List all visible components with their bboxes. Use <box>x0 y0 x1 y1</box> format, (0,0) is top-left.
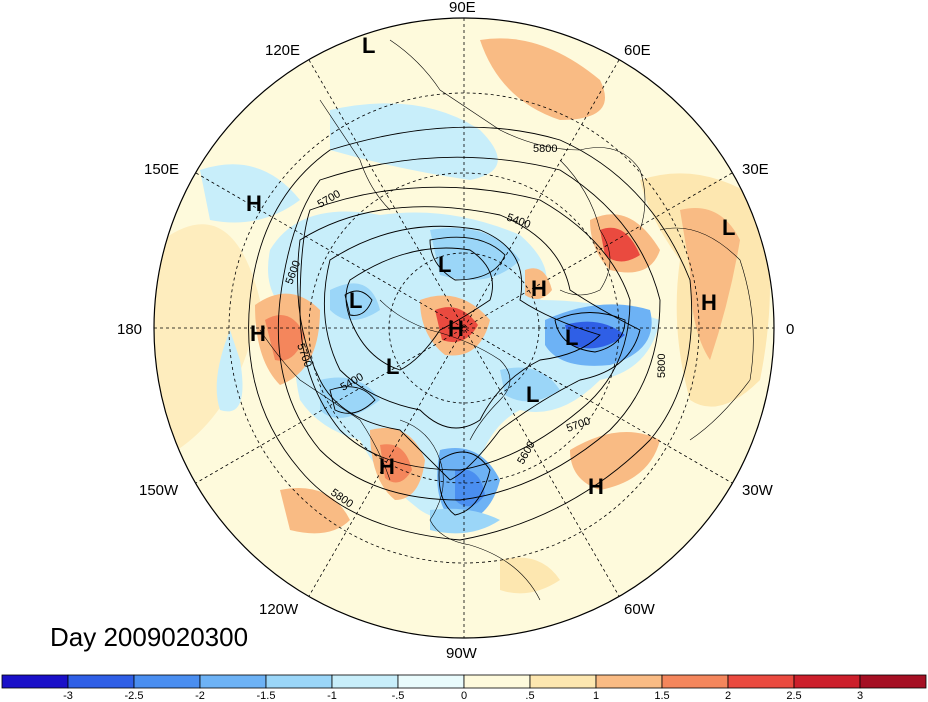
low-pressure-marker: L <box>349 288 362 313</box>
lon-label-120e: 120E <box>265 42 300 59</box>
lon-label-30w: 30W <box>742 482 774 499</box>
low-pressure-marker: L <box>386 354 399 379</box>
high-pressure-marker: H <box>246 191 262 216</box>
colorbar-boxes <box>1 674 927 689</box>
lon-label-180: 180 <box>117 321 142 338</box>
colorbar-tick-label: 1 <box>593 690 599 702</box>
lon-label-60e: 60E <box>624 42 651 59</box>
colorbar: -3 -2.5 -2 -1.5 -1 -.5 0 .5 1 1.5 2 2.5 3 <box>1 674 927 702</box>
lon-label-30e: 30E <box>742 161 769 178</box>
low-pressure-marker: L <box>362 33 375 58</box>
low-pressure-marker: L <box>438 252 451 277</box>
colorbar-box <box>727 674 795 689</box>
high-pressure-marker: H <box>448 316 464 341</box>
colorbar-box <box>529 674 597 689</box>
colorbar-tick-label: -3 <box>63 690 73 702</box>
colorbar-box <box>133 674 201 689</box>
high-pressure-marker: H <box>701 290 717 315</box>
lon-label-60w: 60W <box>624 601 656 618</box>
colorbar-tick-label: 1.5 <box>654 690 669 702</box>
colorbar-box <box>859 674 927 689</box>
colorbar-box <box>793 674 861 689</box>
colorbar-tick-label: 0 <box>461 690 467 702</box>
high-pressure-marker: H <box>379 454 395 479</box>
high-pressure-marker: H <box>250 321 266 346</box>
low-pressure-marker: L <box>565 325 578 350</box>
colorbar-tick-label: 2.5 <box>786 690 801 702</box>
colorbar-box <box>1 674 69 689</box>
graticule <box>154 18 774 638</box>
high-pressure-marker: H <box>531 276 547 301</box>
colorbar-box <box>265 674 333 689</box>
colorbar-box <box>199 674 267 689</box>
lon-label-0: 0 <box>786 321 794 338</box>
low-pressure-marker: L <box>526 382 539 407</box>
lon-label-150e: 150E <box>144 161 179 178</box>
contour-label: 5800 <box>656 354 668 378</box>
colorbar-box <box>463 674 531 689</box>
colorbar-tick-labels: -3 -2.5 -2 -1.5 -1 -.5 0 .5 1 1.5 2 2.5 3 <box>63 690 863 702</box>
high-pressure-marker: H <box>588 474 604 499</box>
colorbar-tick-label: 2 <box>725 690 731 702</box>
low-pressure-marker: L <box>722 215 735 240</box>
colorbar-box <box>67 674 135 689</box>
colorbar-tick-label: -.5 <box>392 690 405 702</box>
colorbar-tick-label: -2.5 <box>125 690 144 702</box>
colorbar-tick-label: -1 <box>327 690 337 702</box>
lon-label-90e: 90E <box>449 0 476 16</box>
colorbar-tick-label: 3 <box>857 690 863 702</box>
map-title: Day 2009020300 <box>50 622 248 652</box>
colorbar-box <box>661 674 729 689</box>
colorbar-tick-label: -1.5 <box>257 690 276 702</box>
pressure-centers: L L L L L L L H H H H H H H <box>246 33 735 499</box>
lon-label-150w: 150W <box>139 482 179 499</box>
colorbar-box <box>397 674 465 689</box>
coastlines <box>259 39 754 601</box>
colorbar-box <box>595 674 663 689</box>
longitude-labels: 90E 60E 30E 0 30W 60W 90W 120W 150W 180 … <box>117 0 794 662</box>
colorbar-tick-label: .5 <box>525 690 534 702</box>
lon-label-90w: 90W <box>446 645 478 662</box>
lon-label-120w: 120W <box>259 601 299 618</box>
colorbar-tick-label: -2 <box>195 690 205 702</box>
colorbar-box <box>331 674 399 689</box>
height-contours <box>248 126 693 541</box>
contour-label: 5800 <box>533 143 557 155</box>
